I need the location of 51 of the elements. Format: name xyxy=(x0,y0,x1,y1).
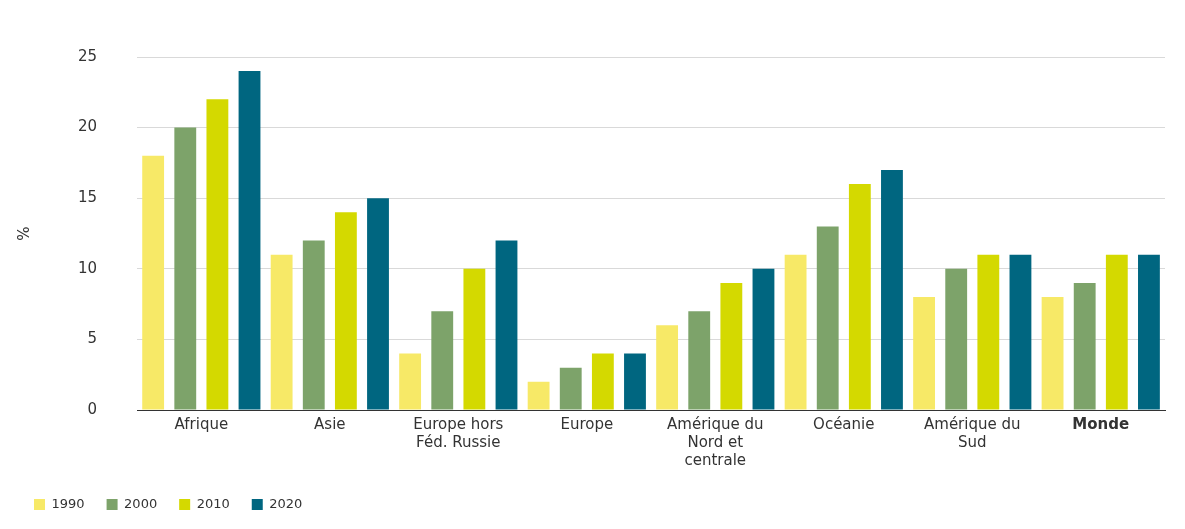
bar xyxy=(174,127,197,410)
y-tick-label: 25 xyxy=(77,46,98,65)
x-tick-label: Afrique xyxy=(174,414,229,433)
bar xyxy=(591,353,614,410)
x-tick-label: Océanie xyxy=(813,414,875,433)
bar xyxy=(399,353,422,410)
bar xyxy=(720,282,743,410)
x-tick-label: Amérique du Nord et centrale xyxy=(667,414,764,469)
bar xyxy=(1105,254,1128,410)
y-tick-label: 20 xyxy=(77,117,98,136)
bar xyxy=(656,325,679,410)
bar xyxy=(816,226,839,410)
bar xyxy=(302,240,325,410)
bar xyxy=(270,254,293,410)
x-tick-label: Europe xyxy=(560,414,614,433)
bar xyxy=(1138,254,1160,410)
y-tick-label: 0 xyxy=(87,399,98,418)
bar xyxy=(206,99,229,410)
bar xyxy=(463,268,486,410)
legend-label: 2020 xyxy=(269,495,303,511)
bar xyxy=(1009,254,1032,410)
y-tick-label: 15 xyxy=(77,188,98,207)
x-tick-label: Amérique du Sud xyxy=(924,414,1021,451)
bar xyxy=(1073,282,1096,410)
bar xyxy=(624,353,646,410)
bar xyxy=(495,240,518,410)
bar xyxy=(913,297,935,410)
x-tick-label: Monde xyxy=(1072,414,1130,433)
bar xyxy=(881,169,903,410)
y-tick-label: 10 xyxy=(77,258,98,277)
bar xyxy=(752,268,775,410)
y-axis-title: % xyxy=(14,226,33,241)
bar xyxy=(688,311,711,410)
bar xyxy=(784,254,807,410)
y-tick-label: 5 xyxy=(87,329,98,348)
bar xyxy=(945,268,968,410)
bar xyxy=(431,311,454,410)
bar xyxy=(142,155,165,410)
bar xyxy=(1041,297,1064,410)
bar xyxy=(238,71,261,410)
bar xyxy=(559,367,582,410)
legend-label: 2000 xyxy=(124,495,158,511)
bar xyxy=(527,381,550,410)
bar xyxy=(977,254,1000,410)
bar xyxy=(367,198,389,410)
legend-label: 2010 xyxy=(196,495,230,511)
x-tick-label: Europe hors Féd. Russie xyxy=(413,414,504,451)
legend-label: 1990 xyxy=(51,495,85,511)
bar xyxy=(848,184,871,410)
bar xyxy=(334,212,357,410)
x-tick-label: Asie xyxy=(314,414,346,433)
